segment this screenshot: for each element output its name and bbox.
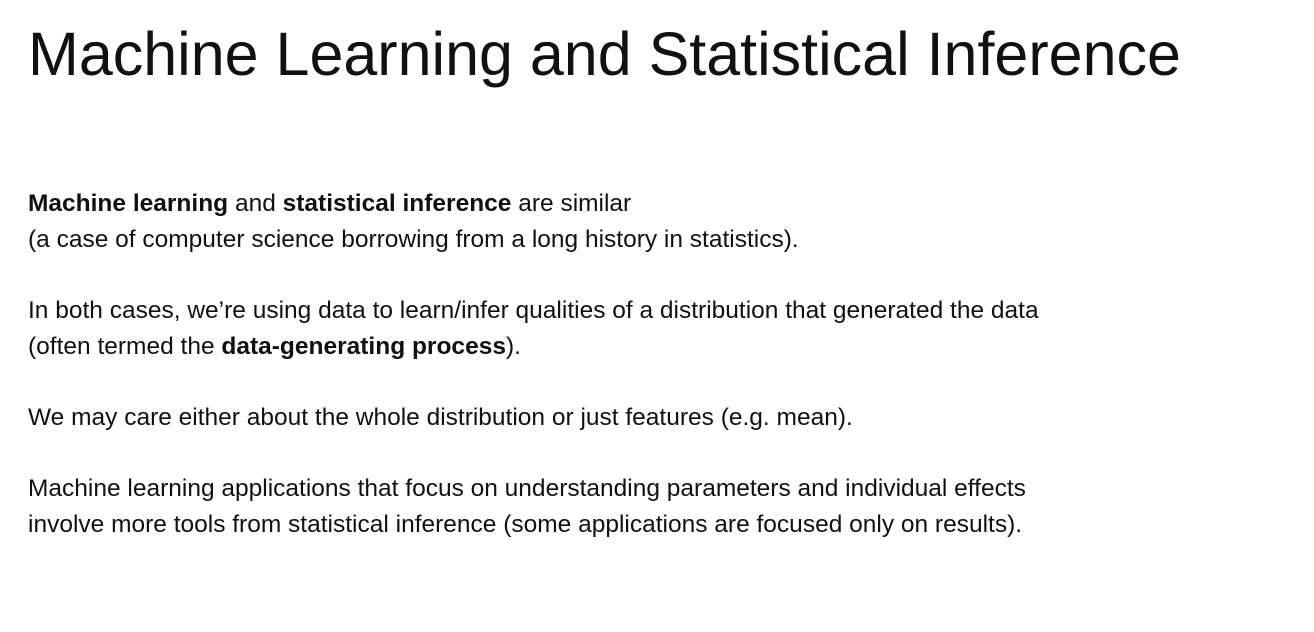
paragraph-distribution: In both cases, we’re using data to learn…: [28, 293, 1298, 365]
paragraph-line: involve more tools from statistical infe…: [28, 511, 1023, 538]
term-statistical-inference: statistical inference: [282, 190, 512, 217]
paragraph-line: (often termed the data-generating proces…: [28, 329, 1298, 365]
paragraph-line: (a case of computer science borrowing fr…: [28, 226, 799, 253]
paragraph-similarity: Machine learning and statistical inferen…: [28, 186, 1298, 258]
slide-body: Machine learning and statistical inferen…: [28, 186, 1298, 578]
term-machine-learning: Machine learning: [28, 190, 229, 217]
slide-title: Machine Learning and Statistical Inferen…: [28, 20, 1181, 88]
term-data-generating-process: data-generating process: [221, 333, 506, 360]
text-fragment: ).: [505, 333, 521, 360]
paragraph-line: We may care either about the whole distr…: [28, 404, 853, 431]
paragraph-features: We may care either about the whole distr…: [28, 400, 1298, 436]
text-fragment: and: [228, 190, 283, 217]
paragraph-applications: Machine learning applications that focus…: [28, 471, 1298, 543]
text-fragment: are similar: [511, 190, 632, 217]
paragraph-line: Machine learning and statistical inferen…: [28, 186, 1298, 222]
paragraph-line: In both cases, we’re using data to learn…: [28, 297, 1039, 324]
paragraph-line: Machine learning applications that focus…: [28, 475, 1026, 502]
text-fragment: (often termed the: [28, 333, 222, 360]
